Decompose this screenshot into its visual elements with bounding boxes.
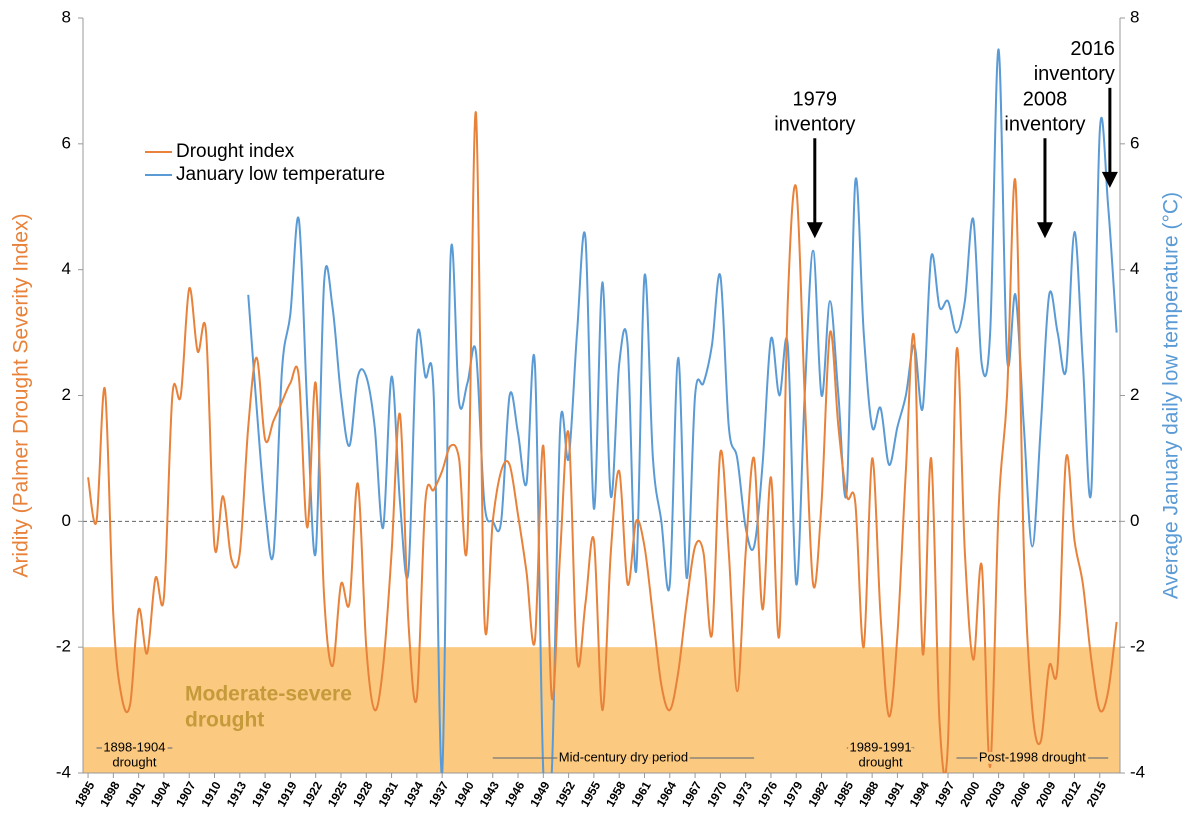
series-line bbox=[247, 48, 1118, 773]
x-tick-label: 1904 bbox=[148, 779, 174, 809]
x-tick-label: 1910 bbox=[198, 779, 224, 809]
y-tick-label: -4 bbox=[56, 762, 71, 781]
period-label: Mid-century dry period bbox=[559, 749, 688, 764]
y-tick-label: 0 bbox=[62, 511, 71, 530]
x-tick-label: 1991 bbox=[881, 779, 907, 809]
x-tick-label: 2006 bbox=[1008, 779, 1034, 809]
annotation-label: inventory bbox=[1034, 63, 1115, 85]
y-tick-label: 6 bbox=[62, 133, 71, 152]
x-tick-label: 1949 bbox=[527, 779, 553, 809]
x-tick-label: 1973 bbox=[730, 779, 756, 809]
x-tick-label: 1937 bbox=[426, 779, 452, 809]
x-tick-label: 1901 bbox=[123, 779, 149, 809]
x-tick-label: 1985 bbox=[831, 779, 857, 809]
x-tick-label: 1898 bbox=[97, 779, 123, 809]
y2-tick-label: -4 bbox=[1130, 762, 1145, 781]
x-tick-label: 1952 bbox=[552, 779, 578, 809]
x-tick-label: 1988 bbox=[856, 779, 882, 809]
y2-tick-label: 2 bbox=[1130, 385, 1139, 404]
x-tick-label: 1994 bbox=[907, 779, 933, 809]
x-tick-label: 1946 bbox=[502, 779, 528, 809]
x-tick-label: 1922 bbox=[300, 779, 326, 809]
x-tick-label: 1916 bbox=[249, 779, 275, 809]
x-tick-label: 1955 bbox=[578, 779, 604, 809]
period-label: drought bbox=[112, 754, 156, 769]
y2-tick-label: -2 bbox=[1130, 637, 1145, 656]
x-tick-label: 1931 bbox=[375, 779, 401, 809]
annotation-label: 2008 bbox=[1023, 88, 1068, 110]
legend-label: January low temperature bbox=[176, 164, 385, 185]
period-label: 1898-1904 bbox=[103, 739, 165, 754]
y-tick-label: 2 bbox=[62, 385, 71, 404]
period-label: Post-1998 drought bbox=[979, 749, 1086, 764]
period-label: 1989-1991 bbox=[849, 739, 911, 754]
x-tick-label: 1913 bbox=[224, 779, 250, 809]
legend-label: Drought index bbox=[176, 141, 295, 162]
annotation-label: inventory bbox=[774, 113, 855, 135]
x-tick-label: 1982 bbox=[805, 779, 831, 809]
y-tick-label: -2 bbox=[56, 637, 71, 656]
x-tick-label: 1964 bbox=[654, 779, 680, 809]
x-tick-label: 1919 bbox=[274, 779, 300, 809]
x-tick-label: 1928 bbox=[350, 779, 376, 809]
annotation-label: inventory bbox=[1004, 113, 1085, 135]
x-tick-label: 1976 bbox=[755, 779, 781, 809]
x-tick-label: 1895 bbox=[72, 779, 98, 809]
y-tick-label: 8 bbox=[62, 7, 71, 26]
x-tick-label: 2012 bbox=[1058, 779, 1084, 809]
series-line bbox=[87, 111, 1118, 773]
x-tick-label: 2009 bbox=[1033, 779, 1059, 809]
x-tick-label: 2000 bbox=[957, 779, 983, 809]
band-label: drought bbox=[185, 709, 264, 732]
x-tick-label: 1967 bbox=[679, 779, 705, 809]
y-tick-label: 4 bbox=[62, 259, 71, 278]
x-tick-label: 1970 bbox=[704, 779, 730, 809]
y2-tick-label: 6 bbox=[1130, 133, 1139, 152]
y2-tick-label: 8 bbox=[1130, 7, 1139, 26]
x-tick-label: 2003 bbox=[982, 779, 1008, 809]
period-label: drought bbox=[859, 754, 903, 769]
y2-axis-title: Average January daily low temperature (°… bbox=[1160, 192, 1183, 599]
annotation-label: 1979 bbox=[793, 88, 838, 110]
x-tick-label: 1958 bbox=[603, 779, 629, 809]
x-tick-label: 1979 bbox=[780, 779, 806, 809]
band-label: Moderate-severe bbox=[185, 683, 352, 706]
x-tick-label: 2015 bbox=[1084, 779, 1110, 809]
x-tick-label: 1943 bbox=[477, 779, 503, 809]
arrow-head bbox=[1101, 171, 1118, 188]
x-tick-label: 1940 bbox=[451, 779, 477, 809]
arrow-head bbox=[806, 222, 823, 239]
x-tick-label: 1997 bbox=[932, 779, 958, 809]
band-layer: Moderate-severe drought bbox=[82, 18, 1121, 774]
x-tick-label: 1961 bbox=[628, 779, 654, 809]
y2-tick-label: 0 bbox=[1130, 511, 1139, 530]
arrow-head bbox=[1036, 222, 1053, 239]
annotation-label: 2016 bbox=[1070, 38, 1115, 60]
x-tick-label: 1907 bbox=[173, 779, 199, 809]
x-tick-label: 1925 bbox=[325, 779, 351, 809]
y2-tick-label: 4 bbox=[1130, 259, 1139, 278]
plot-area bbox=[87, 48, 1118, 773]
y-axis-title: Aridity (Palmer Drought Severity Index) bbox=[10, 213, 33, 577]
x-tick-label: 1934 bbox=[401, 779, 427, 809]
